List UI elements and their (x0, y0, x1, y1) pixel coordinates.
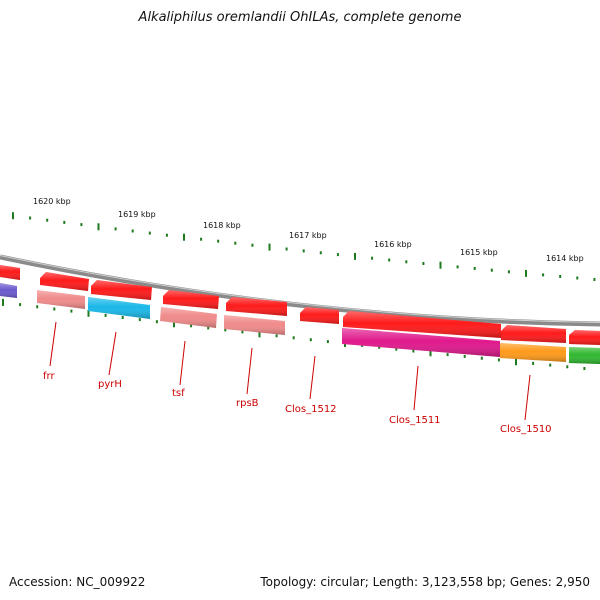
genome-backbone-highlight (0, 255, 600, 323)
gene-label-clos1511: Clos_1511 (389, 415, 441, 426)
leader-rpsB (246, 347, 253, 395)
ruler-label-1620: 1620 kbp (33, 197, 71, 206)
cds-track (0, 265, 600, 345)
gene-label-pyrH: pyrH (98, 379, 122, 390)
bar-shade (500, 343, 566, 362)
outer-ruler (12, 212, 596, 281)
ruler-label-1617: 1617 kbp (289, 231, 327, 240)
gene-shade (91, 280, 152, 300)
gene-label-frr: frr (43, 371, 55, 382)
leader-clos1511 (413, 365, 419, 411)
gene-shade (226, 297, 287, 316)
ruler-label-1618: 1618 kbp (203, 221, 241, 230)
gene-shade (569, 330, 600, 345)
gene-shade (343, 311, 501, 338)
genome-summary-text: Topology: circular; Length: 3,123,558 bp… (260, 575, 590, 589)
ruler-label-1619: 1619 kbp (118, 210, 156, 219)
bar-shade (37, 290, 85, 309)
inner-ruler (2, 298, 586, 370)
leader-frr (49, 321, 57, 367)
leader-clos1512 (309, 355, 316, 400)
bar-shade (0, 283, 17, 298)
ruler-label-1616: 1616 kbp (374, 240, 412, 249)
bar-shade (569, 347, 600, 364)
gene-label-clos1512: Clos_1512 (285, 404, 337, 415)
ruler-label-1615: 1615 kbp (460, 248, 498, 257)
leader-tsf (179, 340, 186, 386)
leader-clos1510 (524, 374, 531, 421)
gene-shade (501, 325, 566, 343)
gene-shade (163, 290, 219, 309)
bar-shade (160, 307, 217, 328)
leader-pyrH (108, 331, 117, 376)
bar-shade (342, 328, 500, 357)
genome-backbone (0, 254, 600, 327)
gene-label-tsf: tsf (172, 388, 185, 399)
gene-shade (300, 307, 339, 324)
map-title: Alkaliphilus oremlandii OhILAs, complete… (138, 10, 462, 25)
category-track (0, 283, 600, 364)
gene-feature[interactable] (0, 265, 20, 280)
label-leaders (49, 321, 531, 421)
gene-label-clos1510: Clos_1510 (500, 424, 552, 435)
bar-shade (224, 315, 285, 335)
ruler-label-1614: 1614 kbp (546, 254, 584, 263)
gene-shade (40, 272, 89, 291)
bar-shade (88, 297, 150, 319)
gene-label-rpsB: rpsB (236, 398, 259, 409)
accession-text: Accession: NC_009922 (9, 575, 146, 589)
